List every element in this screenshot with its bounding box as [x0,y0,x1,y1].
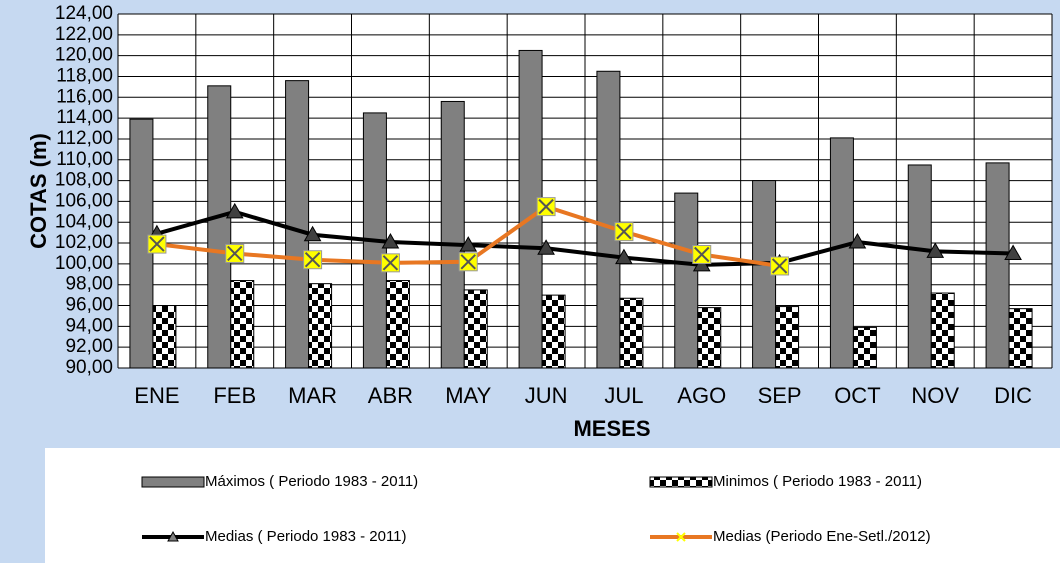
marker [459,236,478,252]
marker [225,243,245,263]
x-tick-label: JUN [525,383,568,408]
marker-x [227,245,243,262]
bar [285,80,310,369]
marker [848,233,867,249]
marker [926,242,945,258]
y-tick-label: 104,00 [55,211,113,232]
bar [1008,308,1033,369]
marker [381,233,400,249]
marker [458,252,478,272]
y-tick-label: 90,00 [65,357,113,378]
bar [230,280,255,369]
x-tick-label: ABR [368,383,413,408]
x-tick-label: FEB [213,383,256,408]
legend-marker [167,530,179,542]
x-tick-label: NOV [911,383,959,408]
marker [537,239,555,255]
y-axis-title: COTAS (m) [26,133,51,249]
bar [541,294,566,369]
marker [614,222,634,242]
x-tick-label: ENE [134,383,179,408]
bar [463,289,488,369]
legend-label: Medias (Periodo Ene-Setl./2012) [713,528,931,545]
legend-item: Medias ( Periodo 1983 - 2011) [142,528,407,545]
y-tick-label: 102,00 [55,232,113,253]
x-tick-label: JUL [604,383,643,408]
bar [385,280,410,369]
legend-swatch [141,476,205,488]
y-tick-label: 120,00 [55,45,113,66]
marker-x [538,198,554,215]
y-tick-label: 98,00 [65,274,113,295]
legend-label: Máximos ( Periodo 1983 - 2011) [205,473,418,490]
y-tick-label: 122,00 [55,24,113,45]
y-tick-label: 92,00 [65,336,113,357]
x-tick-label: DIC [994,383,1032,408]
line [156,209,1014,267]
legend-marker [676,532,686,542]
x-tick-label: MAR [288,383,337,408]
bar [930,292,955,369]
y-tick-label: 96,00 [65,295,113,316]
x-tick-label: MAY [445,383,491,408]
y-tick-label: 94,00 [65,315,113,336]
legend-item: Máximos ( Periodo 1983 - 2011) [141,473,418,490]
marker [147,234,167,254]
y-tick-label: 106,00 [55,190,113,211]
legend-item: Medias (Periodo Ene-Setl./2012) [650,528,931,545]
marker-x [460,254,476,270]
bar [985,162,1010,369]
marker [380,253,400,273]
marker-x [149,236,165,252]
marker-x [771,258,788,274]
marker [1004,244,1022,260]
x-axis-title: MESES [573,416,650,441]
bar [775,306,800,369]
y-tick-label: 108,00 [55,170,113,191]
bar [852,326,877,369]
legend-label: Minimos ( Periodo 1983 - 2011) [713,473,922,490]
marker-x [382,255,399,271]
y-tick-label: 100,00 [55,253,113,274]
y-tick-label: 116,00 [56,86,113,107]
bar [907,164,932,369]
bar [697,307,722,369]
y-tick-label: 110,00 [56,149,113,170]
marker-x [304,252,321,268]
y-tick-label: 118,00 [56,65,113,86]
marker [303,225,322,242]
bar [308,283,333,369]
legend-label: Medias ( Periodo 1983 - 2011) [205,528,407,545]
marker [770,256,790,276]
bar [596,70,621,369]
legend-swatch [649,476,713,488]
y-tick-label: 114,00 [56,107,113,128]
marker [692,245,712,265]
x-tick-label: OCT [834,383,880,408]
bar [152,305,177,369]
y-tick-label: 112,00 [56,128,113,149]
marker-x [616,223,632,240]
x-tick-label: AGO [677,383,726,408]
legend [45,448,1060,563]
marker [536,197,556,217]
marker-x [694,246,710,263]
y-tick-label: 124,00 [55,3,113,24]
marker [225,202,244,219]
bar [440,100,465,369]
bar [674,192,699,369]
legend-item: Minimos ( Periodo 1983 - 2011) [649,473,922,490]
bar [619,297,644,369]
marker [615,248,633,265]
bar [207,85,232,369]
bar [829,137,854,369]
x-tick-label: SEP [758,383,802,408]
marker [303,250,323,270]
